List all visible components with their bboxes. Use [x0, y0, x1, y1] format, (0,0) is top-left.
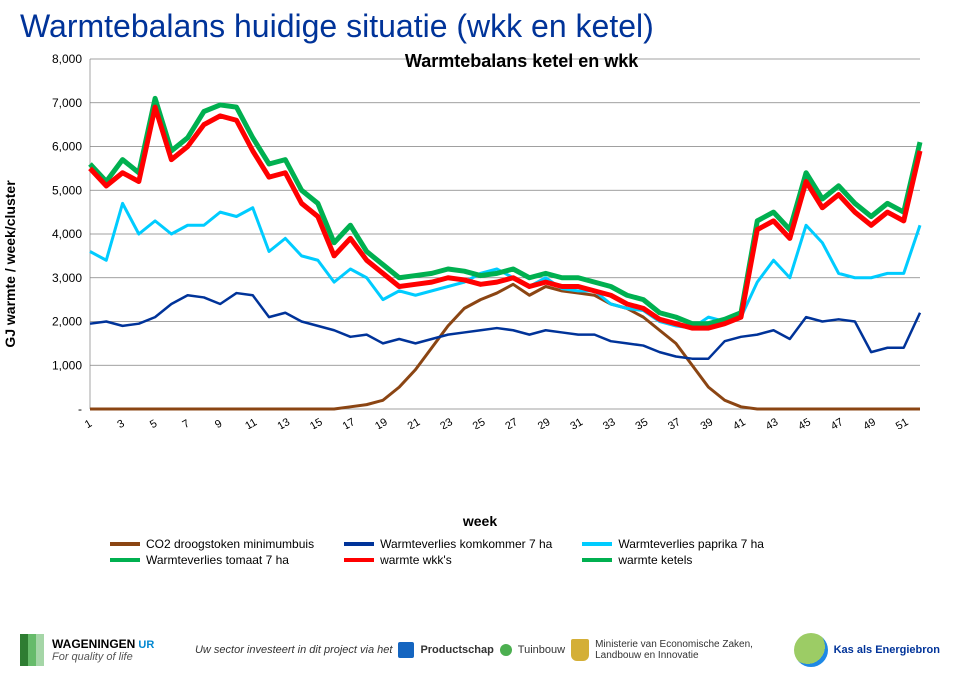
svg-text:13: 13	[275, 416, 292, 429]
legend-item: Warmteverlies tomaat 7 ha	[110, 553, 314, 567]
wageningen-ur: UR	[138, 639, 154, 651]
svg-text:19: 19	[373, 416, 390, 429]
wageningen-text: WAGENINGEN UR For quality of life	[52, 637, 154, 663]
svg-text:27: 27	[503, 416, 520, 429]
svg-text:1,000: 1,000	[52, 358, 82, 372]
legend-item: warmte wkk's	[344, 553, 552, 567]
kas-text: Kas als Energiebron	[834, 644, 940, 656]
ministerie-crest-icon	[571, 639, 589, 661]
svg-text:21: 21	[406, 416, 423, 429]
svg-text:25: 25	[471, 416, 488, 429]
tuinbouw-text: Tuinbouw	[518, 644, 565, 656]
svg-text:35: 35	[634, 416, 651, 429]
svg-text:3,000: 3,000	[52, 271, 82, 285]
productschap-text: Productschap	[420, 644, 493, 656]
wageningen-icon	[20, 634, 44, 666]
svg-text:15: 15	[308, 416, 325, 429]
svg-text:7,000: 7,000	[52, 96, 82, 110]
svg-text:39: 39	[699, 416, 716, 429]
y-axis-label: GJ warmte / week/cluster	[2, 180, 18, 347]
svg-text:4,000: 4,000	[52, 227, 82, 241]
wageningen-sub: For quality of life	[52, 651, 133, 663]
svg-text:43: 43	[764, 416, 781, 429]
ministerie-text: Ministerie van Economische Zaken, Landbo…	[595, 639, 753, 661]
x-axis-label: week	[463, 513, 497, 529]
svg-text:7: 7	[180, 418, 191, 429]
svg-text:17: 17	[341, 416, 358, 429]
svg-text:5: 5	[148, 418, 159, 429]
svg-text:51: 51	[894, 416, 911, 429]
svg-text:2,000: 2,000	[52, 315, 82, 329]
legend-item: Warmteverlies komkommer 7 ha	[344, 537, 552, 551]
svg-text:49: 49	[861, 416, 878, 429]
line-chart: - 1,000 2,000 3,000 4,000 5,000 6,000 7,000 8,00…	[20, 49, 940, 429]
legend-item: warmte ketels	[582, 553, 764, 567]
svg-text:45: 45	[796, 416, 813, 429]
tuinbouw-icon	[500, 644, 512, 656]
svg-text:5,000: 5,000	[52, 183, 82, 197]
wageningen-logo: WAGENINGEN UR For quality of life	[20, 634, 154, 666]
legend-item: CO2 droogstoken minimumbuis	[110, 537, 314, 551]
page-title: Warmtebalans huidige situatie (wkk en ke…	[0, 0, 960, 49]
svg-text:23: 23	[438, 416, 455, 429]
footer-center-text: Uw sector investeert in dit project via …	[195, 644, 392, 656]
productschap-icon	[398, 642, 414, 658]
kas-icon	[794, 633, 828, 667]
svg-text:37: 37	[666, 416, 683, 429]
chart-legend: CO2 droogstoken minimumbuis Warmteverlies…	[110, 537, 764, 567]
svg-text:1: 1	[83, 418, 94, 429]
legend-item: Warmteverlies paprika 7 ha	[582, 537, 764, 551]
footer-bar: WAGENINGEN UR For quality of life Uw sec…	[0, 620, 960, 680]
kas-logo: Kas als Energiebron	[794, 633, 940, 667]
chart-container: GJ warmte / week/cluster -1,0002,0003,00…	[20, 49, 940, 479]
svg-text:41: 41	[731, 416, 748, 429]
svg-text:31: 31	[568, 416, 585, 429]
svg-text:11: 11	[243, 416, 259, 429]
svg-text:8,000: 8,000	[52, 52, 82, 66]
svg-text:6,000: 6,000	[52, 140, 82, 154]
svg-text:33: 33	[601, 416, 618, 429]
svg-text:29: 29	[536, 416, 553, 429]
svg-text:47: 47	[829, 416, 846, 429]
svg-text:Warmtebalans ketel en wkk: Warmtebalans ketel en wkk	[405, 51, 639, 71]
wageningen-name: WAGENINGEN	[52, 637, 135, 651]
svg-text:-: -	[78, 402, 82, 416]
footer-center: Uw sector investeert in dit project via …	[195, 639, 753, 661]
svg-text:3: 3	[115, 418, 126, 429]
svg-text:9: 9	[213, 418, 224, 429]
